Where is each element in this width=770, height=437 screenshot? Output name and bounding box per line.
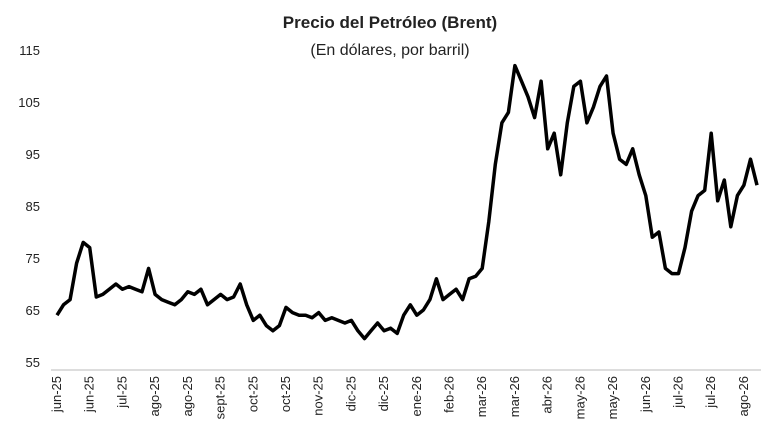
x-tick-label: jun-25 xyxy=(49,376,64,413)
x-tick-label: oct-25 xyxy=(245,376,260,412)
x-tick-label: mar-26 xyxy=(507,376,522,417)
chart-title: Precio del Petróleo (Brent) xyxy=(283,13,497,32)
x-tick-label: mar-26 xyxy=(474,376,489,417)
x-tick-label: jul-26 xyxy=(670,376,685,409)
x-tick-label: ago-25 xyxy=(147,376,162,416)
x-tick-label: jun-25 xyxy=(82,376,97,413)
x-tick-label: abr-26 xyxy=(540,376,555,414)
x-tick-label: may-26 xyxy=(572,376,587,419)
x-tick-label: jul-25 xyxy=(114,376,129,409)
y-tick-label: 55 xyxy=(26,355,40,370)
x-tick-label: feb-26 xyxy=(442,376,457,413)
price-line xyxy=(55,63,759,341)
y-tick-label: 115 xyxy=(19,43,40,58)
y-tick-label: 105 xyxy=(18,95,40,110)
x-tick-label: dic-25 xyxy=(343,376,358,411)
y-tick-label: 95 xyxy=(26,147,40,162)
x-tick-label: oct-25 xyxy=(278,376,293,412)
x-tick-label: may-26 xyxy=(605,376,620,419)
x-tick-label: ene-26 xyxy=(409,376,424,416)
x-tick-label: jun-26 xyxy=(638,376,653,413)
x-tick-label: ago-26 xyxy=(736,376,751,416)
x-tick-label: jul-26 xyxy=(703,376,718,409)
y-tick-label: 75 xyxy=(26,251,40,266)
chart-subtitle: (En dólares, por barril) xyxy=(310,42,469,59)
y-tick-label: 65 xyxy=(26,303,40,318)
x-tick-label: dic-25 xyxy=(376,376,391,411)
x-tick-label: sept-25 xyxy=(213,376,228,419)
x-tick-label: nov-25 xyxy=(311,376,326,416)
y-tick-label: 85 xyxy=(26,199,40,214)
x-tick-label: ago-25 xyxy=(180,376,195,416)
